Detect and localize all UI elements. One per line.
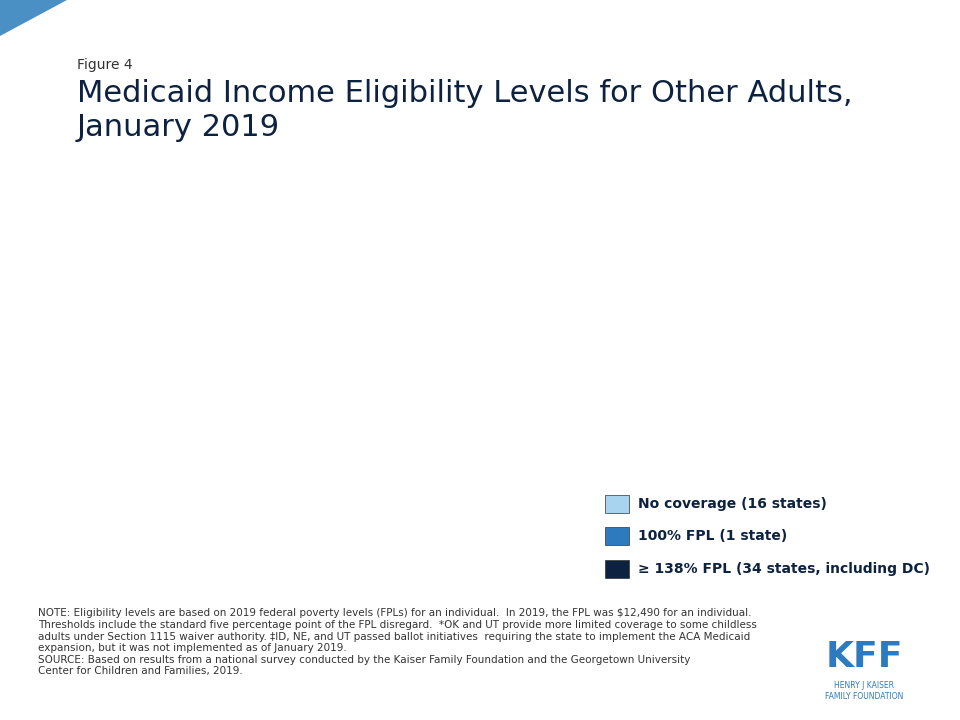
- Text: ≥ 138% FPL (34 states, including DC): ≥ 138% FPL (34 states, including DC): [638, 562, 930, 576]
- Text: No coverage (16 states): No coverage (16 states): [638, 497, 828, 511]
- Text: KFF: KFF: [826, 639, 902, 674]
- Text: Figure 4: Figure 4: [77, 58, 132, 71]
- Text: HENRY J KAISER
FAMILY FOUNDATION: HENRY J KAISER FAMILY FOUNDATION: [825, 681, 903, 701]
- Text: NOTE: Eligibility levels are based on 2019 federal poverty levels (FPLs) for an : NOTE: Eligibility levels are based on 20…: [38, 608, 757, 676]
- Text: Medicaid Income Eligibility Levels for Other Adults,
January 2019: Medicaid Income Eligibility Levels for O…: [77, 79, 852, 142]
- Text: 100% FPL (1 state): 100% FPL (1 state): [638, 529, 787, 544]
